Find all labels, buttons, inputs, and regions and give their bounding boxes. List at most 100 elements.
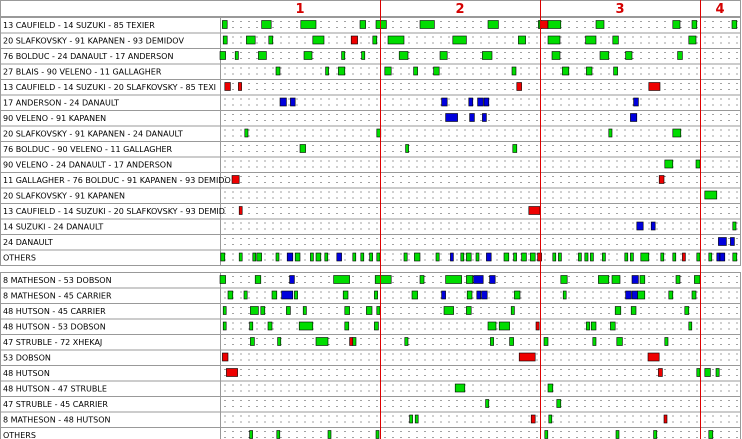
minute-dot [480, 344, 482, 345]
minute-dot [496, 328, 498, 330]
minute-dot [520, 114, 522, 115]
minute-dot [656, 282, 658, 283]
minute-dot [600, 160, 602, 162]
minute-dot [696, 222, 698, 224]
minute-dot [712, 36, 714, 38]
minute-dot [712, 120, 714, 121]
shift-bar-penalty [226, 368, 238, 377]
minute-dot [680, 213, 682, 214]
minute-dot [536, 390, 538, 392]
minute-dot [424, 437, 426, 438]
minute-dot [472, 431, 474, 432]
minute-dot [440, 104, 442, 106]
minute-dot [288, 207, 290, 208]
minute-dot [640, 207, 642, 208]
minute-dot [528, 104, 530, 106]
minute-dot [640, 89, 642, 90]
minute-dot [336, 129, 338, 131]
minute-dot [728, 282, 730, 283]
minute-dot [416, 431, 418, 432]
shift-bar-even [653, 430, 658, 439]
minute-dot [496, 228, 498, 230]
minute-dot [472, 42, 474, 44]
minute-dot [600, 114, 602, 115]
minute-dot [336, 36, 338, 38]
minute-dot [632, 222, 634, 224]
minute-dot [584, 291, 586, 293]
minute-dot [312, 135, 314, 137]
shift-bar-even [268, 35, 274, 45]
minute-dot [456, 238, 458, 239]
minute-dot [304, 42, 306, 44]
minute-dot [408, 21, 410, 22]
minute-dot [328, 400, 330, 401]
minute-dot [296, 36, 298, 38]
minute-dot [472, 27, 474, 28]
minute-dot [512, 431, 514, 432]
minute-dot [272, 431, 274, 432]
minute-dot [584, 176, 586, 177]
minute-dot [728, 369, 730, 370]
minute-dot [568, 406, 570, 407]
minute-dot [656, 104, 658, 106]
minute-dot [568, 145, 570, 146]
minute-dot [640, 307, 642, 308]
minute-dot [424, 207, 426, 208]
minute-dot [600, 73, 602, 75]
minute-dot [232, 359, 234, 361]
minute-dot [288, 415, 290, 417]
minute-dot [680, 222, 682, 224]
minute-dot [400, 145, 402, 146]
minute-dot [232, 104, 234, 106]
minute-dot [552, 328, 554, 330]
minute-dot [720, 58, 722, 59]
minute-dot [336, 83, 338, 84]
minute-dot [568, 89, 570, 90]
minute-dot [480, 36, 482, 38]
minute-dot [248, 384, 250, 386]
minute-dot [264, 406, 266, 407]
minute-dot [288, 160, 290, 162]
minute-dot [568, 415, 570, 417]
minute-dot [496, 160, 498, 162]
minute-dot [704, 313, 706, 314]
minute-dot [320, 135, 322, 137]
minute-dot [416, 98, 418, 100]
minute-dot [640, 129, 642, 131]
minute-dot [312, 400, 314, 401]
minute-dot [464, 120, 466, 121]
minute-dot [720, 129, 722, 131]
minute-dot [224, 291, 226, 293]
minute-dot [232, 98, 234, 100]
minute-dot [688, 415, 690, 417]
minute-dot [440, 328, 442, 330]
minute-dot [704, 98, 706, 100]
minute-dot [592, 67, 594, 69]
shift-bar-even [694, 275, 701, 284]
minute-dot [320, 307, 322, 308]
minute-dot [608, 67, 610, 69]
minute-dot [560, 291, 562, 293]
minute-dot [512, 238, 514, 239]
minute-dot [296, 135, 298, 137]
minute-dot [496, 89, 498, 90]
minute-dot [240, 197, 242, 199]
minute-dot [680, 291, 682, 293]
minute-dot [232, 228, 234, 230]
minute-dot [280, 400, 282, 401]
minute-dot [600, 437, 602, 438]
minute-dot [656, 27, 658, 28]
shift-bar-even [435, 252, 440, 262]
minute-dot [280, 176, 282, 177]
minute-dot [576, 344, 578, 345]
minute-dot [368, 166, 370, 168]
minute-dot [296, 207, 298, 208]
minute-dot [712, 328, 714, 330]
shift-bar-even [625, 51, 633, 60]
minute-dot [728, 191, 730, 193]
minute-dot [224, 98, 226, 100]
minute-dot [536, 135, 538, 137]
minute-dot [432, 338, 434, 339]
minute-dot [736, 400, 738, 401]
row-label: 48 HUTSON [3, 369, 50, 378]
